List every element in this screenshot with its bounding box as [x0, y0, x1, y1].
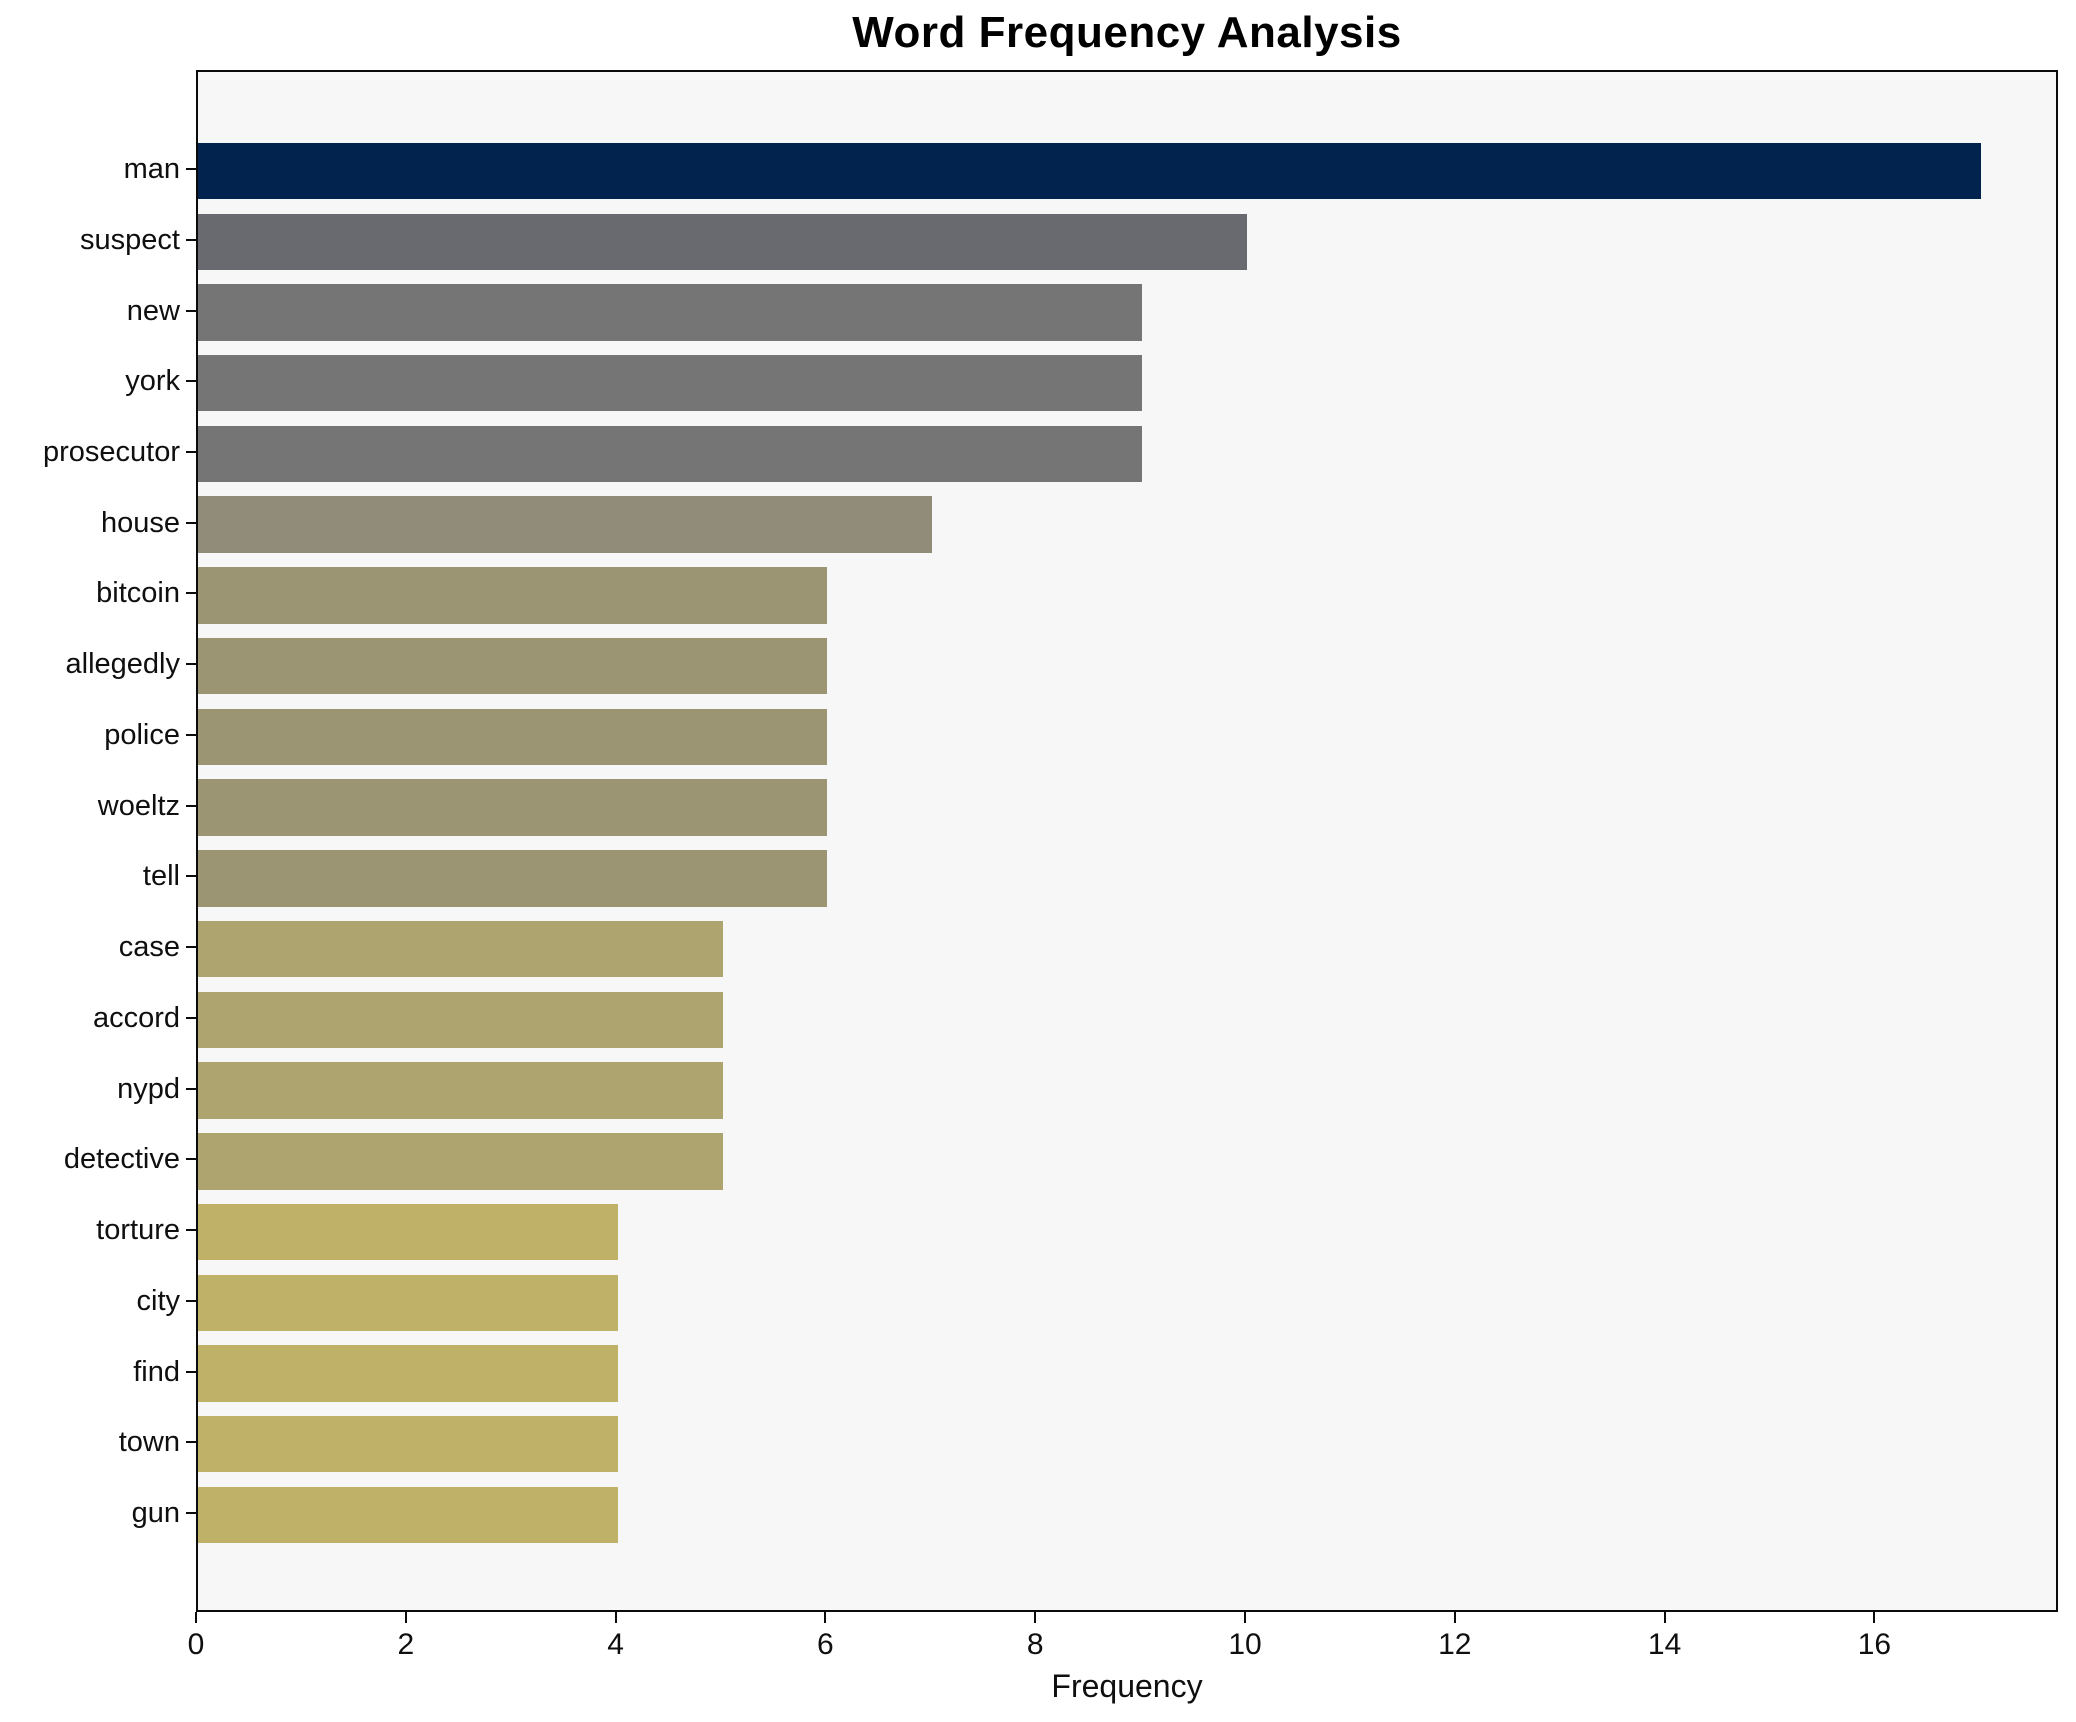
- bar-tell: [198, 850, 828, 907]
- y-tick-mark: [186, 309, 196, 312]
- y-tick-mark: [186, 521, 196, 524]
- x-tick-mark: [1453, 1612, 1456, 1623]
- bar-house: [198, 496, 933, 553]
- bar-man: [198, 142, 1982, 200]
- bar-case: [198, 920, 723, 978]
- y-tick-mark: [186, 733, 196, 736]
- y-tick-label-city: city: [136, 1284, 181, 1317]
- y-tick-label-case: case: [118, 931, 180, 964]
- bar-allegedly: [198, 637, 828, 695]
- y-tick-label-town: town: [118, 1426, 180, 1459]
- y-tick-label-york: york: [125, 365, 180, 398]
- bar-detective: [198, 1133, 723, 1190]
- bar-new: [198, 284, 1143, 341]
- y-tick-label-police: police: [104, 718, 180, 751]
- x-tick-label-10: 10: [1228, 1628, 1262, 1661]
- y-tick-mark: [186, 451, 196, 453]
- x-tick-label-4: 4: [607, 1628, 624, 1661]
- y-tick-mark: [186, 1158, 196, 1161]
- x-tick-label-14: 14: [1647, 1628, 1682, 1661]
- y-tick-label-prosecutor: prosecutor: [42, 436, 180, 468]
- x-tick-mark: [614, 1612, 617, 1623]
- plot-area: [196, 70, 2058, 1612]
- bar-york: [198, 354, 1143, 412]
- x-axis-title: Frequency: [1051, 1668, 1203, 1704]
- y-tick-label-bitcoin: bitcoin: [96, 577, 180, 610]
- x-tick-mark: [195, 1612, 197, 1623]
- y-tick-label-woeltz: woeltz: [97, 789, 180, 822]
- bar-torture: [198, 1203, 618, 1261]
- y-tick-mark: [186, 238, 196, 241]
- x-tick-mark: [1034, 1612, 1037, 1623]
- bar-gun: [198, 1486, 618, 1544]
- y-tick-mark: [186, 946, 196, 949]
- y-tick-mark: [186, 875, 196, 878]
- x-tick-label-0: 0: [187, 1628, 205, 1661]
- bar-bitcoin: [198, 567, 828, 624]
- y-tick-label-new: new: [126, 294, 180, 327]
- y-tick-mark: [186, 1087, 196, 1090]
- y-tick-mark: [186, 804, 196, 807]
- y-tick-label-suspect: suspect: [80, 223, 180, 256]
- y-tick-mark: [186, 1441, 196, 1444]
- y-tick-label-torture: torture: [96, 1214, 180, 1246]
- y-tick-mark: [186, 1016, 196, 1019]
- y-tick-mark: [186, 1370, 196, 1373]
- bar-prosecutor: [198, 425, 1143, 483]
- x-tick-mark: [1873, 1612, 1876, 1623]
- x-tick-mark: [1663, 1612, 1666, 1623]
- y-tick-mark: [186, 663, 196, 666]
- y-tick-label-tell: tell: [142, 860, 180, 893]
- x-tick-label-8: 8: [1026, 1628, 1044, 1661]
- x-tick-label-16: 16: [1857, 1628, 1892, 1661]
- y-tick-label-nypd: nypd: [117, 1072, 180, 1105]
- y-tick-mark: [186, 1512, 196, 1514]
- bar-city: [198, 1274, 618, 1332]
- y-tick-label-gun: gun: [131, 1497, 180, 1529]
- x-tick-label-2: 2: [397, 1628, 415, 1661]
- bar-find: [198, 1345, 618, 1402]
- bar-accord: [198, 991, 723, 1049]
- y-tick-label-accord: accord: [92, 1001, 180, 1034]
- y-tick-label-man: man: [123, 153, 180, 185]
- y-tick-mark: [186, 168, 196, 170]
- chart-title: Word Frequency Analysis: [852, 8, 1402, 57]
- x-tick-label-12: 12: [1438, 1628, 1472, 1661]
- bar-town: [198, 1415, 618, 1473]
- bar-woeltz: [198, 779, 828, 836]
- y-tick-mark: [186, 1299, 196, 1302]
- y-tick-mark: [186, 1229, 196, 1231]
- bar-suspect: [198, 213, 1247, 271]
- x-tick-mark: [404, 1612, 407, 1623]
- bar-nypd: [198, 1062, 723, 1119]
- y-tick-label-detective: detective: [63, 1143, 180, 1176]
- bar-police: [198, 708, 828, 766]
- y-tick-mark: [186, 592, 196, 595]
- x-tick-mark: [824, 1612, 827, 1623]
- y-tick-label-house: house: [100, 506, 180, 539]
- y-tick-label-allegedly: allegedly: [65, 648, 180, 681]
- y-tick-label-find: find: [133, 1355, 180, 1388]
- x-tick-mark: [1244, 1612, 1246, 1623]
- x-tick-label-6: 6: [817, 1628, 834, 1661]
- y-tick-mark: [186, 380, 196, 383]
